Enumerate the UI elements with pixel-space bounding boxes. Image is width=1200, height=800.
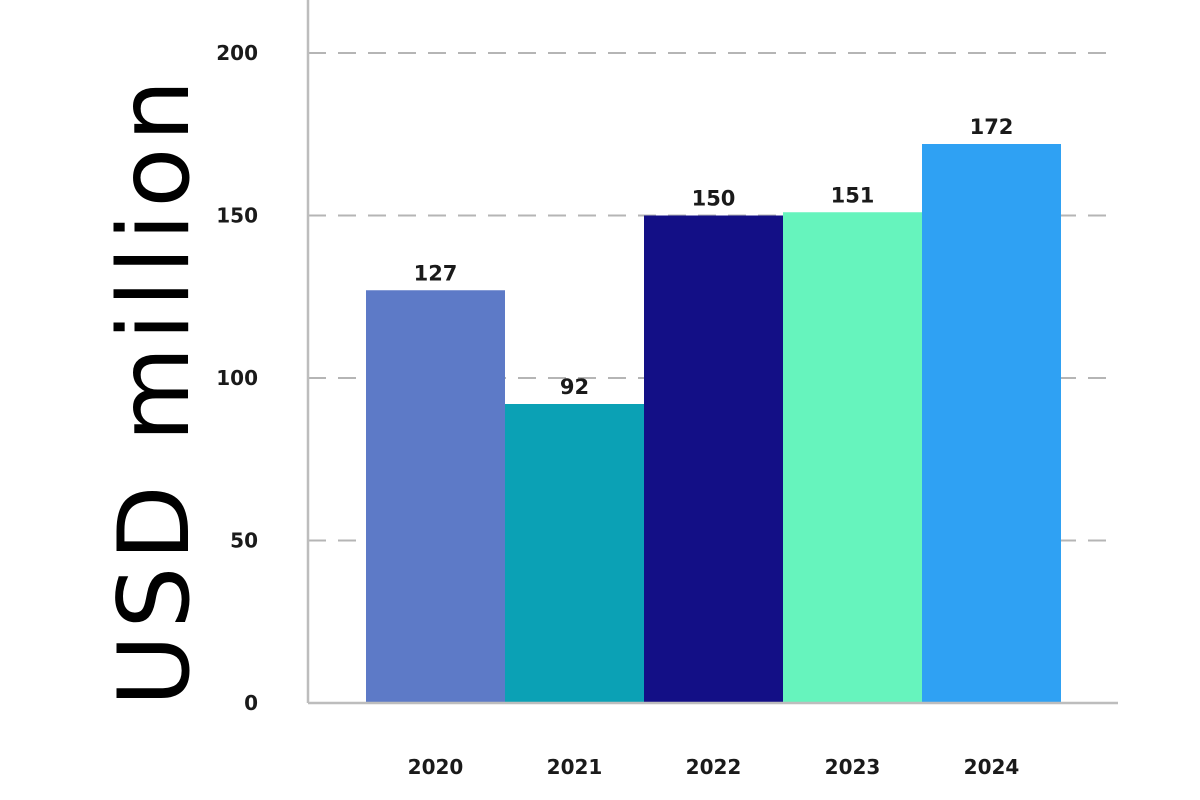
data-labels: 127 92 150 151 172 xyxy=(414,115,1014,399)
y-tick-label: 0 xyxy=(244,691,258,715)
x-tick-label: 2021 xyxy=(547,755,603,779)
y-tick-labels: 0 50 100 150 200 xyxy=(216,41,258,715)
y-tick-label: 50 xyxy=(230,529,258,553)
data-label: 127 xyxy=(414,261,458,285)
x-tick-labels: 2020 2021 2022 2023 2024 xyxy=(408,755,1020,779)
data-label: 150 xyxy=(692,187,736,211)
data-label: 172 xyxy=(970,115,1014,139)
bar-2021 xyxy=(505,404,644,703)
data-label: 151 xyxy=(831,183,875,207)
y-tick-label: 200 xyxy=(216,41,258,65)
bars xyxy=(366,144,1061,703)
y-tick-label: 100 xyxy=(216,366,258,390)
bar-2022 xyxy=(644,215,783,703)
bar-2023 xyxy=(783,212,922,703)
data-label: 92 xyxy=(560,375,589,399)
y-tick-label: 150 xyxy=(216,204,258,228)
x-tick-label: 2020 xyxy=(408,755,464,779)
bar-2020 xyxy=(366,290,505,703)
x-tick-label: 2024 xyxy=(964,755,1020,779)
x-tick-label: 2022 xyxy=(686,755,742,779)
y-axis-label: USD million xyxy=(98,74,212,707)
x-tick-label: 2023 xyxy=(825,755,881,779)
bar-2024 xyxy=(922,144,1061,703)
axes xyxy=(306,0,1118,705)
